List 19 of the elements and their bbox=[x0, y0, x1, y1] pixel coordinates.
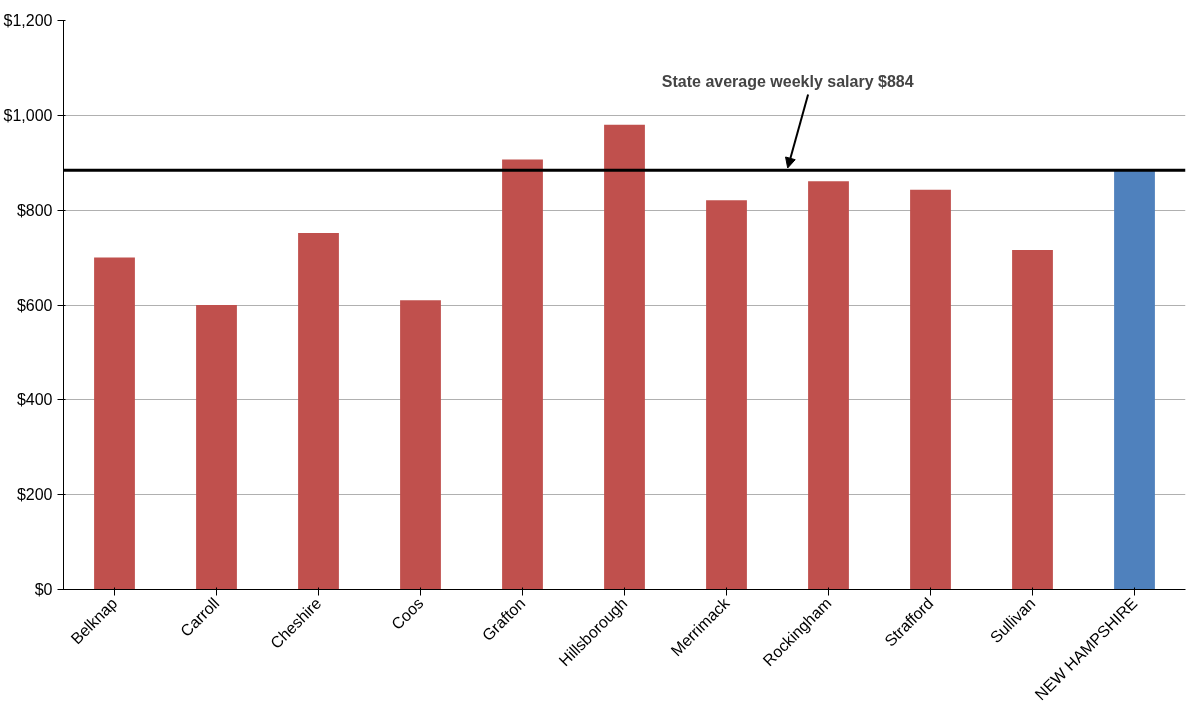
bar bbox=[94, 257, 135, 590]
bar bbox=[502, 159, 543, 590]
y-tick-label: $0 bbox=[34, 581, 53, 598]
bar bbox=[706, 200, 747, 590]
bar bbox=[196, 305, 237, 590]
y-tick-label: $1,200 bbox=[3, 12, 53, 29]
bar bbox=[604, 124, 645, 590]
y-tick-label: $800 bbox=[16, 201, 53, 219]
bar bbox=[1114, 170, 1155, 590]
bar bbox=[910, 189, 951, 590]
y-tick-label: $400 bbox=[16, 391, 53, 409]
bar bbox=[808, 181, 849, 590]
ref-line-label: State average weekly salary $884 bbox=[661, 72, 914, 90]
y-tick-label: $200 bbox=[16, 486, 53, 504]
bar bbox=[298, 232, 339, 590]
bar bbox=[400, 300, 441, 590]
bar bbox=[1012, 250, 1053, 590]
y-tick-label: $600 bbox=[16, 296, 53, 314]
y-tick-label: $1,000 bbox=[3, 106, 53, 124]
